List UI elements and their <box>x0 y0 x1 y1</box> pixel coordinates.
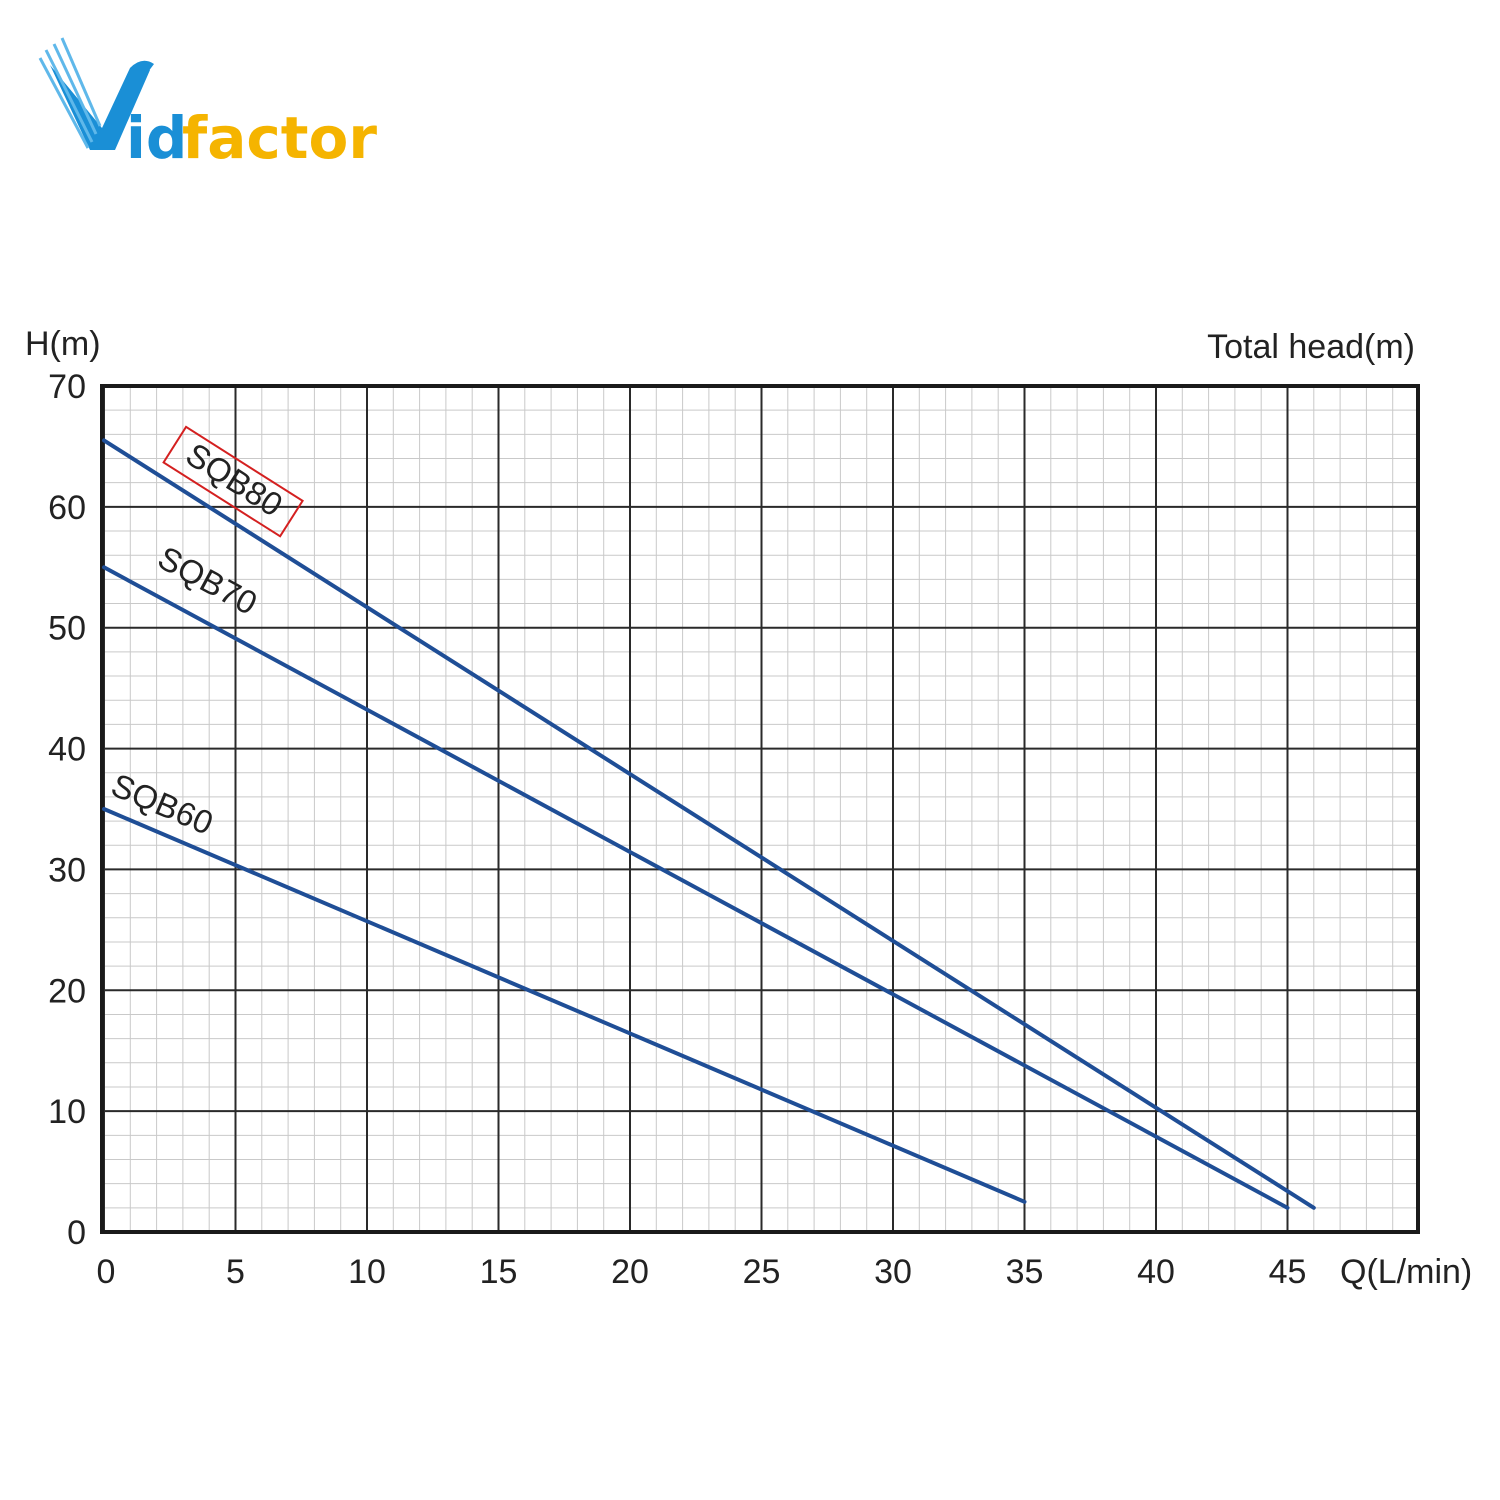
series-line <box>102 565 1290 1210</box>
series-label: SQB70 <box>152 539 263 622</box>
y-tick-label: 30 <box>48 851 86 889</box>
series-label-group: SQB70 <box>152 539 263 622</box>
svg-text:id: id <box>126 104 187 170</box>
y-tick-labels: 0 10 20 30 40 50 60 70 <box>48 368 86 1252</box>
y-axis-label: H(m) <box>25 325 101 363</box>
y-tick-label: 60 <box>48 489 86 527</box>
x-tick-label: 0 <box>97 1253 116 1291</box>
x-tick-label: 30 <box>874 1253 912 1291</box>
y-tick-label: 50 <box>48 610 86 648</box>
y-tick-label: 70 <box>48 368 86 406</box>
x-tick-label: 20 <box>611 1253 649 1291</box>
series-line <box>102 438 1316 1210</box>
y-tick-label: 40 <box>48 731 86 769</box>
x-tick-labels: 0 5 10 15 20 25 30 35 40 45 <box>97 1253 1307 1291</box>
series-labels: SQB80 SQB70 SQB60 <box>106 425 304 842</box>
y-axis-label-right: Total head(m) <box>1207 328 1415 366</box>
bird-wing-icon <box>38 37 154 150</box>
x-tick-label: 35 <box>1006 1253 1044 1291</box>
x-tick-label: 15 <box>480 1253 518 1291</box>
series-label-group: SQB80 <box>162 425 304 538</box>
y-tick-label: 20 <box>48 972 86 1010</box>
series-label: SQB60 <box>106 766 218 842</box>
x-tick-label: 10 <box>348 1253 386 1291</box>
series-label: SQB80 <box>180 435 290 523</box>
vidfactor-logo: id factor <box>38 37 377 170</box>
x-tick-label: 5 <box>226 1253 245 1291</box>
major-grid <box>102 385 1418 1233</box>
x-tick-label: 45 <box>1269 1253 1307 1291</box>
series-line <box>102 807 1027 1204</box>
x-axis-label: Q(L/min) <box>1340 1253 1472 1291</box>
minor-grid <box>102 385 1418 1233</box>
highlight-box <box>162 425 304 538</box>
x-tick-label: 40 <box>1137 1253 1175 1291</box>
svg-text:factor: factor <box>182 104 377 170</box>
x-tick-label: 25 <box>743 1253 781 1291</box>
series-lines <box>102 438 1316 1210</box>
y-tick-label: 10 <box>48 1093 86 1131</box>
y-tick-label: 0 <box>67 1214 86 1252</box>
series-label-group: SQB60 <box>106 766 218 842</box>
plot-frame <box>100 384 1420 1234</box>
